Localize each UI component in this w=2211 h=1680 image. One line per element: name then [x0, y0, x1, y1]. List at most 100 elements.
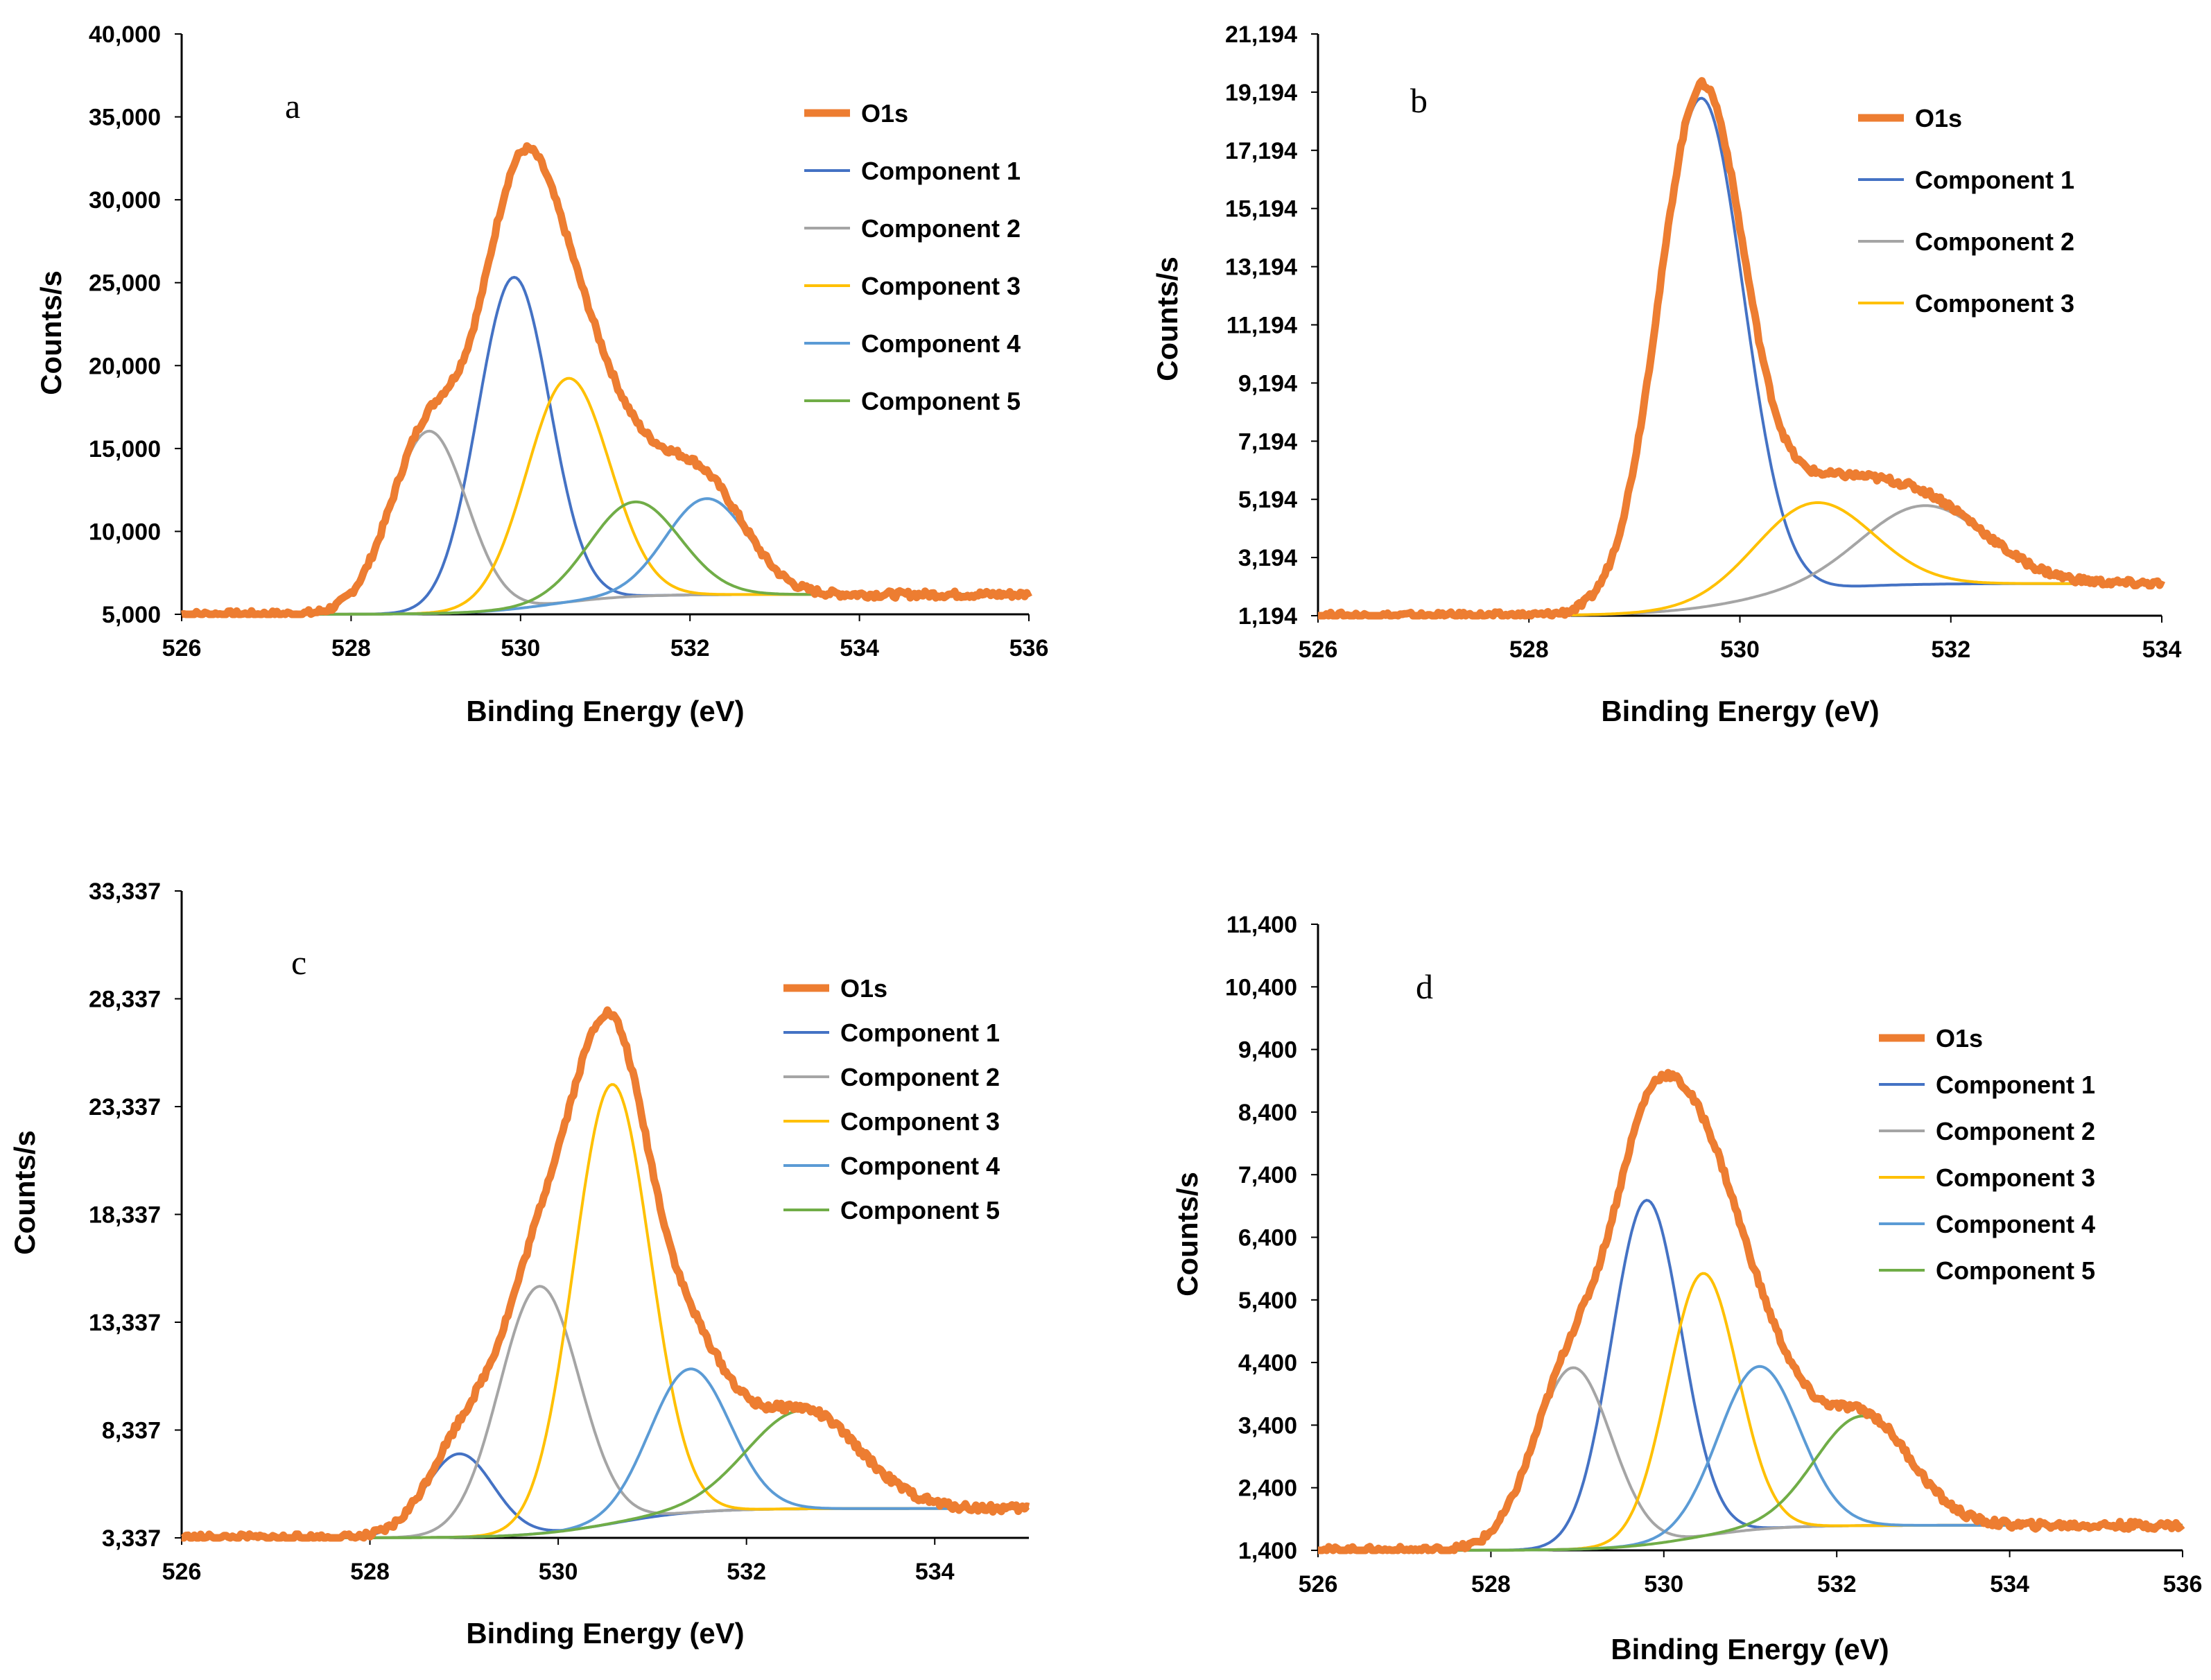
panel-a-y-axis-title: Counts/s	[35, 270, 67, 395]
panel-a-y-tick-label: 15,000	[89, 436, 161, 462]
panel-b-x-tick-label: 526	[1299, 637, 1338, 663]
panel-a-x-tick-label: 536	[1009, 635, 1049, 661]
panel-d-x-tick-label: 526	[1299, 1571, 1338, 1597]
panel-d-component-3-line	[1318, 1272, 2183, 1552]
panel-b-o1s-line	[1316, 77, 2166, 620]
panel-d-y-tick-label: 11,400	[1226, 912, 1297, 938]
panel-d-x-tick-label: 530	[1644, 1571, 1683, 1597]
panel-a-label: a	[285, 87, 300, 125]
panel-b-y-tick-label: 1,194	[1238, 603, 1297, 630]
panel-c-y-tick-label: 18,337	[89, 1202, 161, 1229]
panel-c-y-tick-label: 33,337	[89, 878, 161, 905]
panel-d-legend-label-o1s: O1s	[1936, 1024, 1983, 1053]
panel-d-y-tick-label: 1,400	[1238, 1538, 1297, 1564]
panel-d-y-axis-title: Counts/s	[1171, 1172, 1204, 1297]
panel-d-legend-label-component-1: Component 1	[1936, 1071, 2095, 1099]
panel-d-label: d	[1416, 967, 1433, 1006]
panel-b-x-axis-title: Binding Energy (eV)	[1601, 695, 1879, 727]
panel-a-y-tick-label: 5,000	[102, 602, 161, 628]
panel-b-y-tick-label: 21,194	[1225, 21, 1297, 48]
panel-c-x-axis-title: Binding Energy (eV)	[466, 1617, 744, 1649]
panel-c-x-tick-label: 532	[727, 1559, 766, 1585]
panel-b-x-tick-label: 534	[2142, 637, 2182, 663]
panel-d-y-tick-label: 4,400	[1238, 1350, 1297, 1376]
panel-b-label: b	[1410, 81, 1428, 120]
panel-b-legend-label-component-2: Component 2	[1915, 227, 2074, 256]
panel-c-y-tick-label: 3,337	[102, 1525, 161, 1552]
panel-c: 3,337 8,337 13,337 18,337 23,337 28,337 33,337…	[8, 878, 1031, 1649]
panel-d-legend-label-component-5: Component 5	[1936, 1256, 2095, 1285]
panel-c-x-tick-label: 526	[162, 1559, 202, 1585]
panel-b-y-tick-label: 15,194	[1225, 196, 1297, 223]
panel-d-o1s-line	[1316, 1068, 2185, 1555]
panel-a: 5,000 10,000 15,000 20,000 25,000 30,000 35,00…	[35, 21, 1048, 727]
panel-d-y-tick-label: 10,400	[1225, 974, 1297, 1001]
panel-c-legend-label-component-4: Component 4	[840, 1152, 1000, 1180]
panel-c-y-axis-title: Counts/s	[8, 1130, 41, 1255]
panel-a-y-tick-label: 20,000	[89, 353, 161, 379]
panel-d-y-tick-label: 9,400	[1238, 1037, 1297, 1064]
panel-d-legend-label-component-3: Component 3	[1936, 1163, 2095, 1192]
panel-c-legend-label-o1s: O1s	[840, 974, 887, 1003]
panel-b-x-tick-label: 530	[1720, 637, 1760, 663]
panel-c-x-tick-label: 528	[350, 1559, 390, 1585]
panel-b-y-tick-label: 11,194	[1226, 313, 1297, 339]
panel-c-label: c	[291, 943, 306, 982]
panel-b-y-axis-title: Counts/s	[1151, 257, 1183, 381]
panel-a-y-tick-label: 35,000	[89, 105, 161, 131]
panel-b-y-tick-label: 17,194	[1225, 138, 1297, 164]
panel-c-component-5-line	[182, 1409, 1029, 1539]
panel-c-component-2-line	[182, 1285, 1029, 1539]
panel-a-x-tick-label: 530	[501, 635, 540, 661]
panel-d-y-tick-label: 2,400	[1238, 1475, 1297, 1502]
panel-a-o1s-line	[180, 142, 1032, 618]
panel-b-y-tick-label: 3,194	[1238, 545, 1297, 571]
panel-b-y-tick-label: 7,194	[1238, 428, 1297, 455]
panel-d-legend-label-component-2: Component 2	[1936, 1117, 2095, 1145]
panel-d-y-tick-label: 7,400	[1238, 1162, 1297, 1188]
panel-d-y-tick-label: 8,400	[1238, 1100, 1297, 1126]
panel-a-legend-label-o1s: O1s	[861, 99, 908, 128]
panel-a-legend-label-component-5: Component 5	[861, 387, 1021, 415]
panel-a-x-tick-label: 526	[162, 635, 202, 661]
panel-d-y-tick-label: 5,400	[1238, 1288, 1297, 1314]
panel-a-x-tick-label: 532	[670, 635, 710, 661]
panel-d-x-tick-label: 534	[1990, 1571, 2029, 1597]
panel-c-y-tick-label: 23,337	[89, 1094, 161, 1120]
panel-c-legend-label-component-1: Component 1	[840, 1019, 1000, 1047]
panel-c-legend-label-component-3: Component 3	[840, 1107, 1000, 1136]
panel-d-x-tick-label: 528	[1471, 1571, 1511, 1597]
panel-d-x-axis-title: Binding Energy (eV)	[1611, 1633, 1889, 1665]
panel-b-y-tick-label: 13,194	[1225, 254, 1297, 281]
panel-a-y-tick-label: 40,000	[89, 21, 161, 48]
panel-a-x-tick-label: 528	[331, 635, 371, 661]
panel-d-x-tick-label: 536	[2163, 1571, 2203, 1597]
panel-b-legend-label-component-3: Component 3	[1915, 289, 2074, 318]
panel-c-x-tick-label: 534	[915, 1559, 955, 1585]
panel-c-y-tick-label: 13,337	[89, 1310, 161, 1336]
panel-c-component-4-line	[182, 1367, 1029, 1539]
panel-b-y-tick-label: 5,194	[1238, 487, 1297, 513]
panel-a-legend-label-component-3: Component 3	[861, 272, 1021, 300]
panel-d-y-tick-label: 6,400	[1238, 1225, 1297, 1252]
panel-a-legend-label-component-4: Component 4	[861, 329, 1021, 358]
panel-d: 1,400 2,400 3,400 4,400 5,400 6,400 7,400 8,400…	[1171, 912, 2202, 1665]
panel-c-y-tick-label: 8,337	[102, 1418, 161, 1444]
panel-b-legend-label-component-1: Component 1	[1915, 166, 2074, 194]
panel-c-legend-label-component-2: Component 2	[840, 1063, 1000, 1091]
panel-d-legend-label-component-4: Component 4	[1936, 1210, 2095, 1238]
panel-c-x-tick-label: 530	[539, 1559, 578, 1585]
panel-c-y-tick-label: 28,337	[89, 987, 161, 1013]
panel-b-component-3-line	[1318, 501, 2162, 617]
panel-c-o1s-line	[180, 1006, 1031, 1542]
panel-b-legend-label-o1s: O1s	[1915, 104, 1962, 132]
panel-c-legend-label-component-5: Component 5	[840, 1196, 1000, 1224]
panel-d-x-tick-label: 532	[1817, 1571, 1857, 1597]
panel-a-y-tick-label: 25,000	[89, 270, 161, 297]
panel-a-x-tick-label: 534	[840, 635, 879, 661]
panel-b-x-tick-label: 528	[1509, 637, 1549, 663]
panel-a-y-tick-label: 10,000	[89, 519, 161, 545]
panel-a-x-axis-title: Binding Energy (eV)	[466, 695, 744, 727]
panel-b-y-tick-label: 19,194	[1225, 80, 1297, 106]
